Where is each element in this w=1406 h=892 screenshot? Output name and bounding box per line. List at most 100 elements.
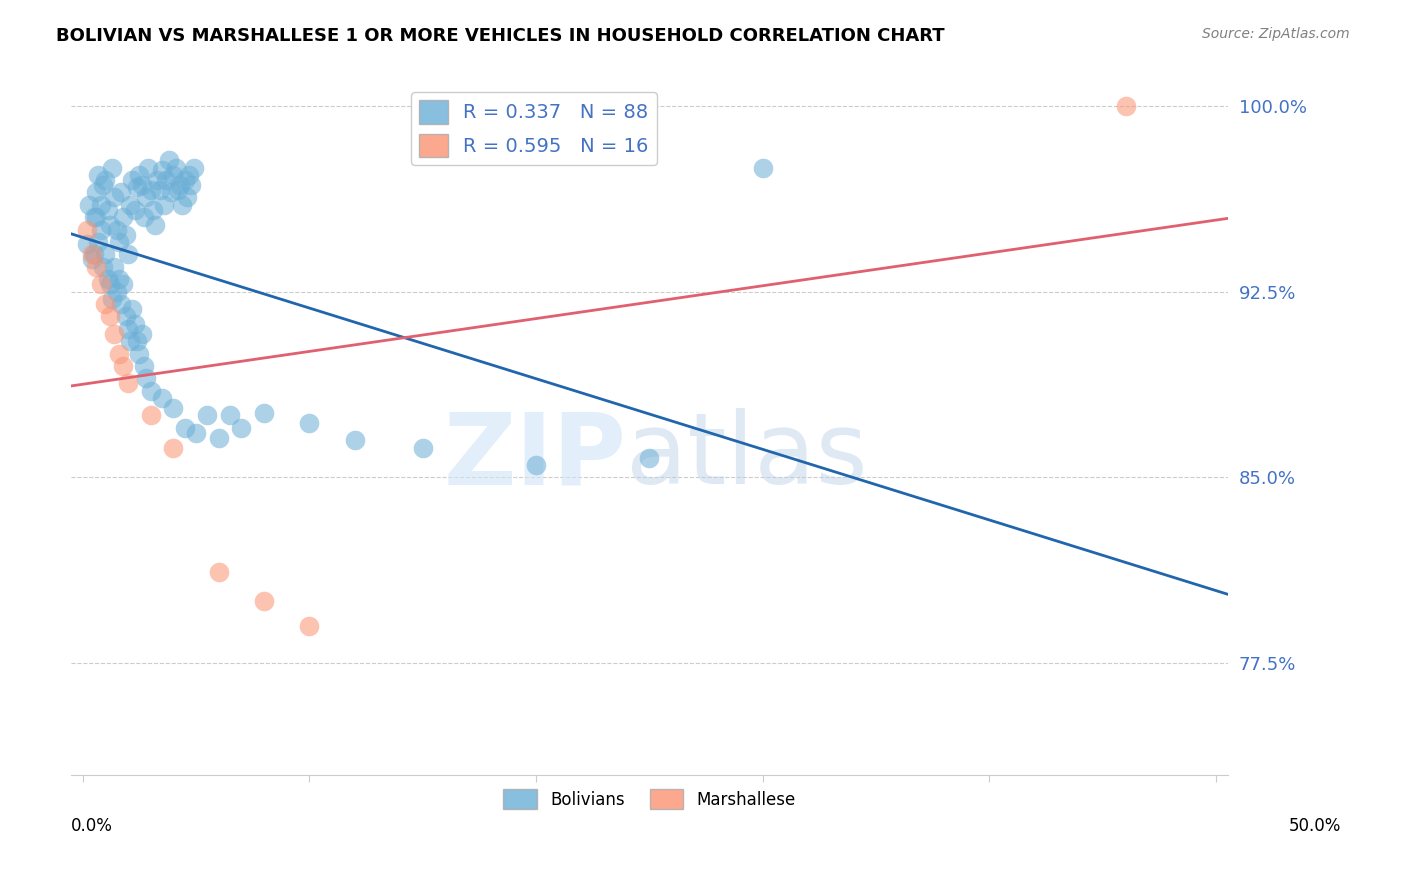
Text: 0.0%: 0.0% [70,817,112,835]
Point [146,173,169,187]
Point [124,317,146,331]
Point [131,326,153,341]
Point [79,198,101,212]
Point [101,292,124,306]
Point [253,406,276,420]
Point [112,211,135,225]
Point [128,168,150,182]
Point [162,401,184,415]
Point [169,178,191,192]
Point [83,211,105,225]
Point [150,163,173,178]
Point [90,198,112,212]
Text: BOLIVIAN VS MARSHALLESE 1 OR MORE VEHICLES IN HOUSEHOLD CORRELATION CHART: BOLIVIAN VS MARSHALLESE 1 OR MORE VEHICL… [56,27,945,45]
Point [112,277,135,292]
Point [91,260,114,274]
Point [298,416,321,430]
Point [108,235,131,249]
Point [103,190,125,204]
Point [179,168,201,182]
Point [139,409,162,423]
Point [121,173,143,187]
Point [117,247,139,261]
Point [90,222,112,236]
Point [136,161,159,175]
Point [83,247,105,261]
Point [412,441,434,455]
Point [207,565,229,579]
Point [91,178,114,192]
Point [105,285,128,299]
Point [110,186,132,200]
Point [87,168,110,182]
Point [103,326,125,341]
Point [153,198,176,212]
Point [76,222,98,236]
Point [132,211,155,225]
Point [184,425,207,440]
Text: Source: ZipAtlas.com: Source: ZipAtlas.com [1202,27,1350,41]
Point [84,260,107,274]
Point [76,237,98,252]
Point [96,272,118,286]
Text: atlas: atlas [626,409,868,506]
Point [114,227,136,242]
Point [124,202,146,217]
Point [90,277,112,292]
Point [155,173,177,187]
Point [139,384,162,398]
Point [120,334,142,348]
Point [125,334,148,348]
Point [98,277,121,292]
Point [87,235,110,249]
Point [219,409,242,423]
Point [101,161,124,175]
Point [180,178,202,192]
Point [84,211,107,225]
Point [157,153,180,168]
Point [298,619,321,633]
Point [1115,98,1137,112]
Text: ZIP: ZIP [443,409,626,506]
Point [162,441,184,455]
Point [231,421,253,435]
Point [343,434,366,448]
Point [103,260,125,274]
Point [131,178,153,192]
Point [94,173,117,187]
Point [105,222,128,236]
Point [125,180,148,194]
Point [98,310,121,324]
Point [751,161,773,175]
Point [173,173,195,187]
Point [173,421,195,435]
Point [84,186,107,200]
Point [121,301,143,316]
Point [108,272,131,286]
Point [207,431,229,445]
Point [80,247,103,261]
Point [98,218,121,232]
Point [160,186,183,200]
Point [80,252,103,267]
Point [114,310,136,324]
Point [112,359,135,373]
Point [117,376,139,391]
Legend: Bolivians, Marshallese: Bolivians, Marshallese [496,782,803,816]
Point [135,371,157,385]
Point [120,198,142,212]
Point [150,391,173,405]
Point [149,183,172,197]
Point [139,183,162,197]
Point [172,198,194,212]
Point [162,168,184,182]
Point [524,458,547,472]
Point [195,409,218,423]
Point [183,161,205,175]
Point [638,450,661,465]
Point [143,218,166,232]
Point [128,346,150,360]
Text: 50.0%: 50.0% [1288,817,1341,835]
Point [108,346,131,360]
Point [253,594,276,608]
